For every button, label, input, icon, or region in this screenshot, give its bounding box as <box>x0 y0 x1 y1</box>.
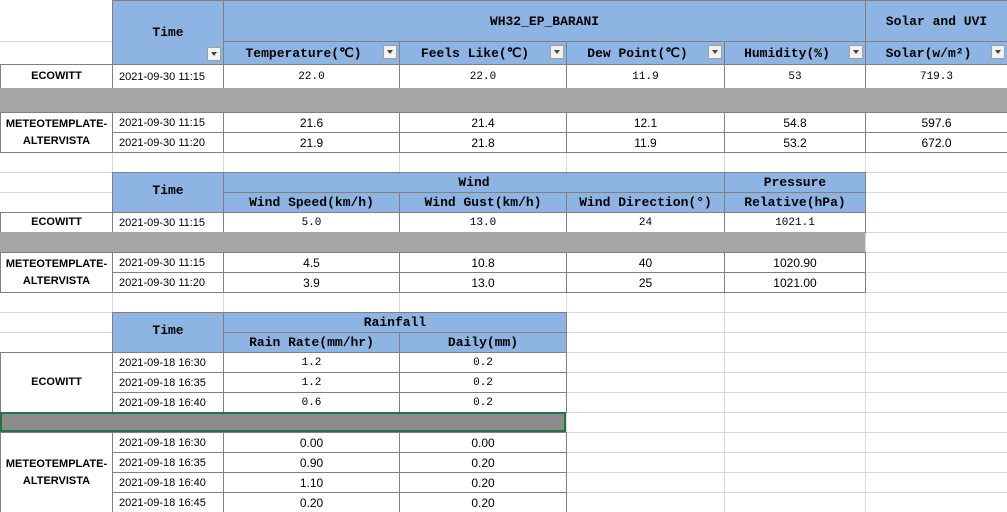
value-cell: 21.4 <box>399 112 567 133</box>
value-cell: 25 <box>566 272 725 293</box>
timestamp-cell: 2021-09-18 16:30 <box>112 352 224 373</box>
value-cell: 0.20 <box>223 492 400 512</box>
filter-button[interactable] <box>383 45 397 59</box>
timestamp-cell: 2021-09-18 16:35 <box>112 452 224 473</box>
value-cell: 1.2 <box>223 372 400 393</box>
filter-button[interactable] <box>550 45 564 59</box>
value-cell: 11.9 <box>566 64 725 89</box>
value-cell: 0.6 <box>223 392 400 413</box>
column-header: Feels Like(℃) <box>399 41 567 65</box>
filter-button[interactable] <box>849 45 863 59</box>
value-cell: 0.2 <box>399 392 567 413</box>
value-cell: 13.0 <box>399 272 567 293</box>
timestamp-cell: 2021-09-18 16:30 <box>112 432 224 453</box>
column-header: Humidity(%) <box>724 41 866 65</box>
value-cell: 21.9 <box>223 132 400 153</box>
value-cell: 24 <box>566 212 725 233</box>
source-label: ECOWITT <box>0 64 113 89</box>
value-cell: 0.00 <box>399 432 567 453</box>
value-cell: 54.8 <box>724 112 866 133</box>
column-header: Solar(w/m²) <box>865 41 1007 65</box>
timestamp-cell: 2021-09-18 16:40 <box>112 392 224 413</box>
value-cell: 53 <box>724 64 866 89</box>
value-cell: 1021.00 <box>724 272 866 293</box>
timestamp-cell: 2021-09-30 11:20 <box>112 132 224 153</box>
time-header: Time <box>112 172 224 213</box>
timestamp-cell: 2021-09-18 16:40 <box>112 472 224 493</box>
column-header: Daily(mm) <box>399 332 567 353</box>
value-cell: 0.2 <box>399 372 567 393</box>
value-cell: 3.9 <box>223 272 400 293</box>
column-header: Dew Point(℃) <box>566 41 725 65</box>
source-label: ECOWITT <box>0 352 113 413</box>
separator-band <box>0 232 865 252</box>
timestamp-cell: 2021-09-18 16:45 <box>112 492 224 512</box>
source-label: METEOTEMPLATE-ALTERVISTA <box>0 112 113 153</box>
timestamp-cell: 2021-09-30 11:15 <box>112 212 224 233</box>
value-cell: 5.0 <box>223 212 400 233</box>
value-cell: 13.0 <box>399 212 567 233</box>
value-cell: 12.1 <box>566 112 725 133</box>
timestamp-cell: 2021-09-30 11:15 <box>112 64 224 89</box>
value-cell: 53.2 <box>724 132 866 153</box>
source-label: METEOTEMPLATE-ALTERVISTA <box>0 432 113 512</box>
value-cell: 22.0 <box>399 64 567 89</box>
source-label: ECOWITT <box>0 212 113 233</box>
value-cell: 1021.1 <box>724 212 866 233</box>
column-header: Rain Rate(mm/hr) <box>223 332 400 353</box>
value-cell: 40 <box>566 252 725 273</box>
value-cell: 1.2 <box>223 352 400 373</box>
group-header: Rainfall <box>223 312 567 333</box>
column-header: Wind Speed(km/h) <box>223 192 400 213</box>
group-header: Solar and UVI <box>865 0 1007 42</box>
column-header: Wind Direction(°) <box>566 192 725 213</box>
value-cell: 672.0 <box>865 132 1007 153</box>
column-header: Relative(hPa) <box>724 192 866 213</box>
value-cell: 0.20 <box>399 452 567 473</box>
sort-filter-button[interactable] <box>207 47 221 61</box>
separator-band <box>0 88 1007 112</box>
column-header: Temperature(℃) <box>223 41 400 65</box>
value-cell: 1020.90 <box>724 252 866 273</box>
value-cell: 11.9 <box>566 132 725 153</box>
timestamp-cell: 2021-09-30 11:15 <box>112 252 224 273</box>
group-header: WH32_EP_BARANI <box>223 0 866 42</box>
source-label: METEOTEMPLATE-ALTERVISTA <box>0 252 113 293</box>
value-cell: 0.90 <box>223 452 400 473</box>
value-cell: 21.6 <box>223 112 400 133</box>
value-cell: 1.10 <box>223 472 400 493</box>
value-cell: 597.6 <box>865 112 1007 133</box>
value-cell: 0.00 <box>223 432 400 453</box>
time-header: Time <box>112 312 224 353</box>
group-header: Wind <box>223 172 725 193</box>
value-cell: 22.0 <box>223 64 400 89</box>
value-cell: 0.2 <box>399 352 567 373</box>
value-cell: 0.20 <box>399 492 567 512</box>
group-header: Pressure <box>724 172 866 193</box>
separator-band <box>0 412 566 432</box>
value-cell: 4.5 <box>223 252 400 273</box>
value-cell: 0.20 <box>399 472 567 493</box>
timestamp-cell: 2021-09-30 11:15 <box>112 112 224 133</box>
column-header: Wind Gust(km/h) <box>399 192 567 213</box>
timestamp-cell: 2021-09-30 11:20 <box>112 272 224 293</box>
value-cell: 10.8 <box>399 252 567 273</box>
filter-button[interactable] <box>708 45 722 59</box>
timestamp-cell: 2021-09-18 16:35 <box>112 372 224 393</box>
value-cell: 21.8 <box>399 132 567 153</box>
value-cell: 719.3 <box>865 64 1007 89</box>
filter-button[interactable] <box>991 45 1005 59</box>
